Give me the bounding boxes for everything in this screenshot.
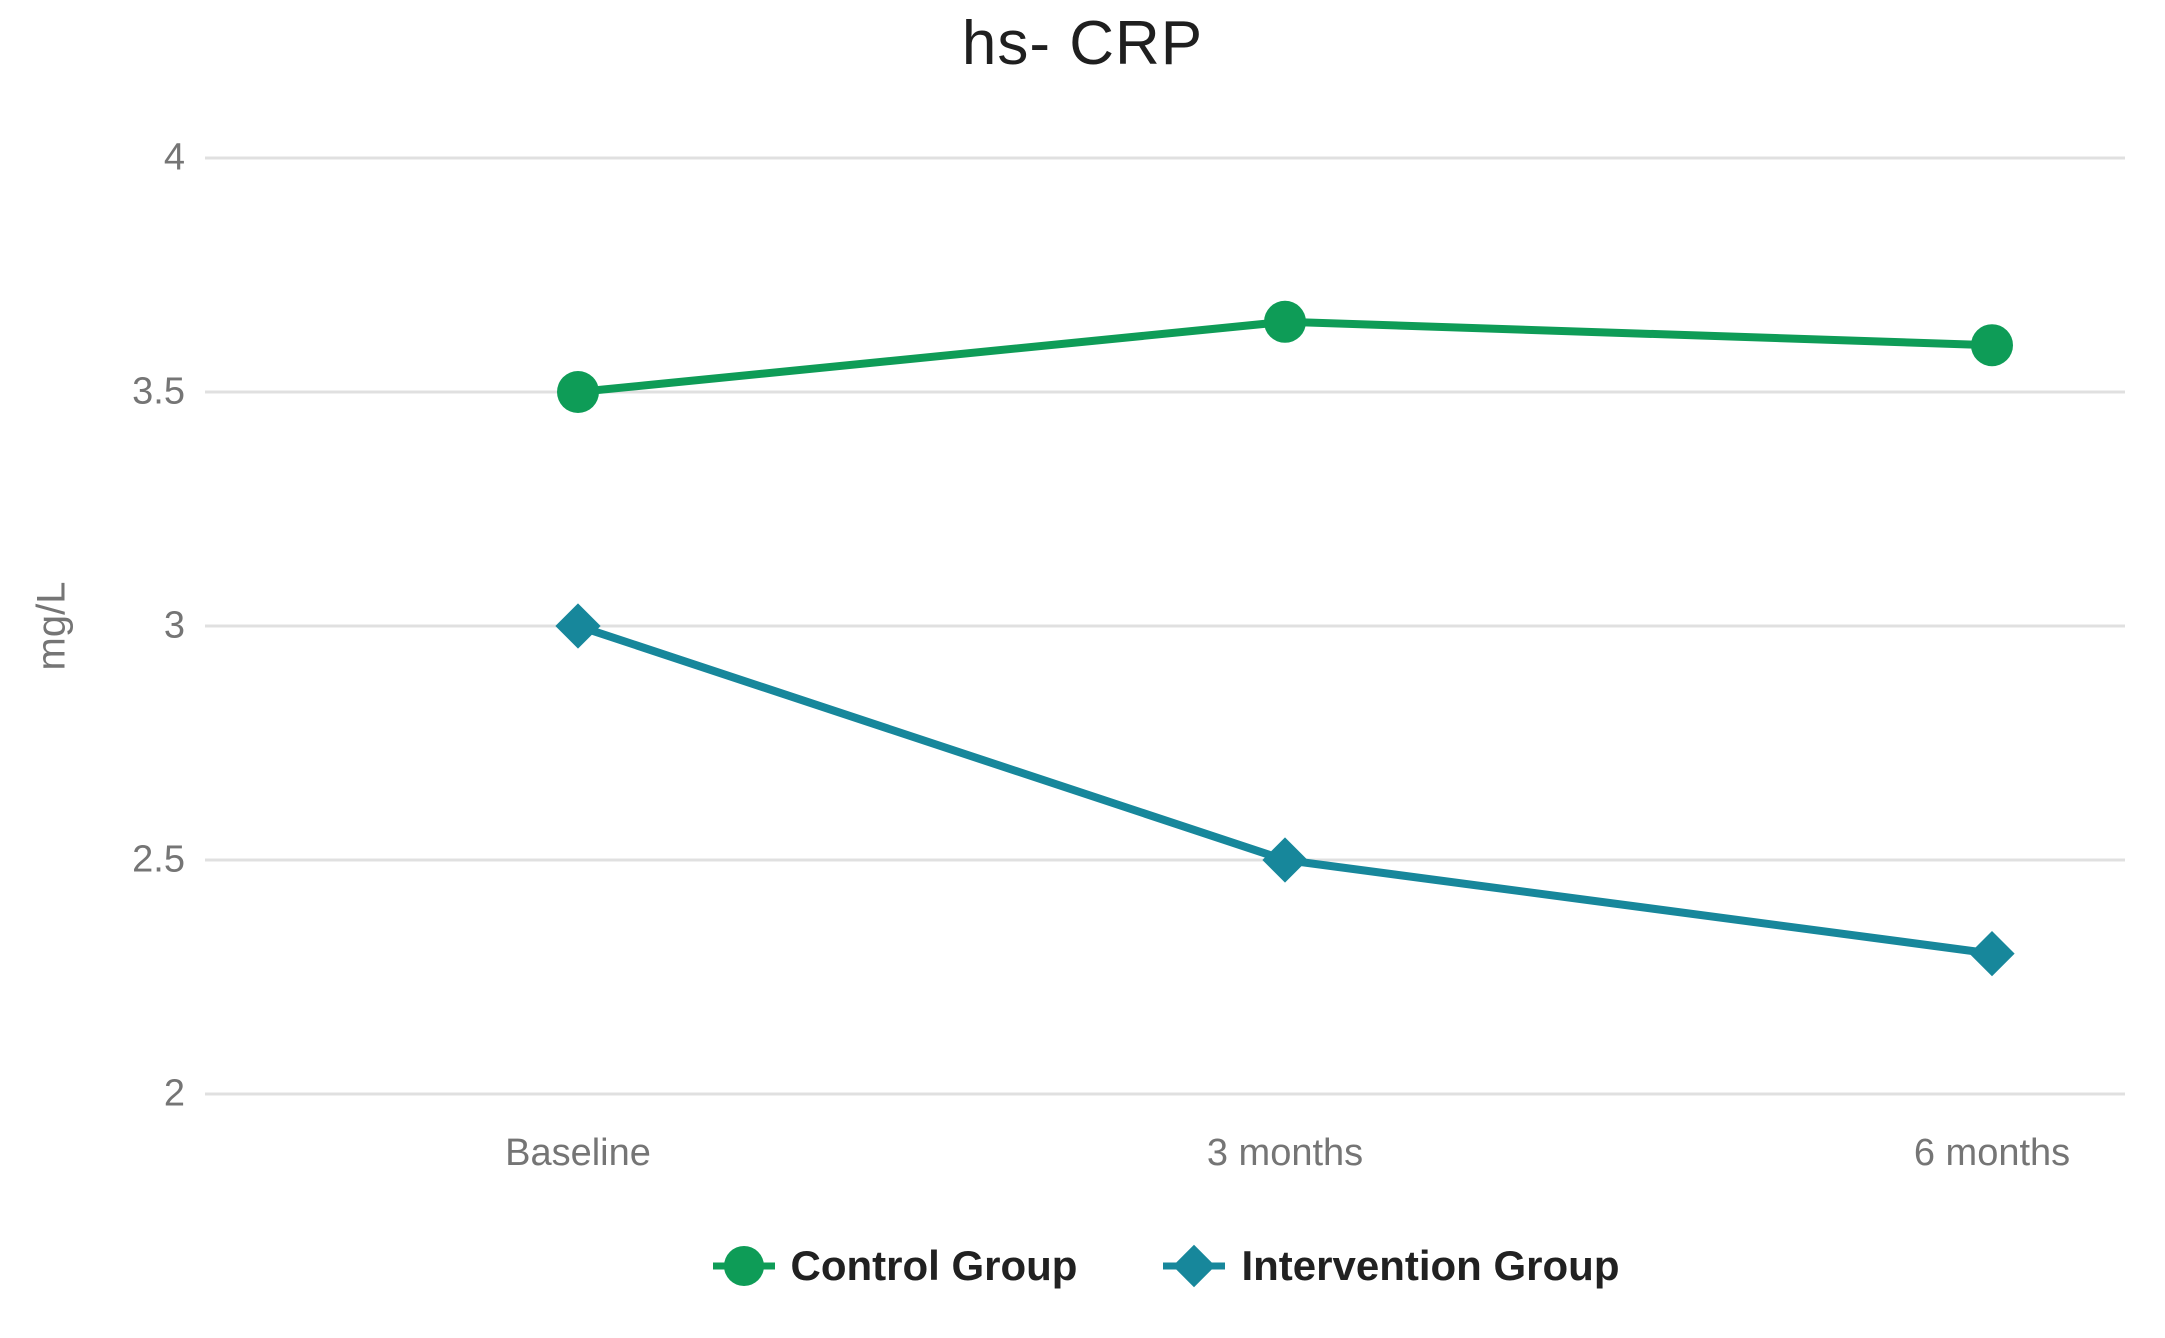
x-tick-label-baseline: Baseline (505, 1132, 651, 1174)
data-point-control-group-6-months (1971, 324, 2013, 367)
x-tick-label-3-months: 3 months (1206, 1132, 1364, 1174)
y-tick-label-3.5: 3.5 (132, 370, 185, 413)
data-point-intervention-group-3-months (1262, 837, 1308, 883)
y-tick-label-2: 2 (163, 1072, 185, 1115)
chart-title: hs- CRP (961, 9, 1204, 78)
legend-item-control-group: Control Group (711, 1242, 1078, 1290)
legend-marker-circle-icon (712, 1246, 775, 1286)
legend-label: Control Group (790, 1242, 1078, 1289)
data-point-control-group-3-months (1264, 300, 1306, 343)
legend-item-intervention-group: Intervention Group (1161, 1242, 1619, 1290)
y-tick-label-3: 3 (163, 604, 185, 647)
legend-label: Intervention Group (1241, 1242, 1620, 1289)
series-line-intervention-group (574, 622, 1996, 958)
legend-marker-diamond-icon (1163, 1244, 1226, 1288)
data-point-intervention-group-6-months (1969, 930, 2015, 977)
y-tick-label-2.5: 2.5 (132, 838, 185, 881)
data-point-intervention-group-baseline (555, 603, 601, 649)
y-tick-label-4: 4 (163, 136, 185, 179)
legend: Control Group Intervention Group (205, 1242, 2125, 1290)
data-point-control-group-baseline (557, 371, 599, 413)
x-tick-label-6-months: 6 months (1913, 1132, 2071, 1174)
